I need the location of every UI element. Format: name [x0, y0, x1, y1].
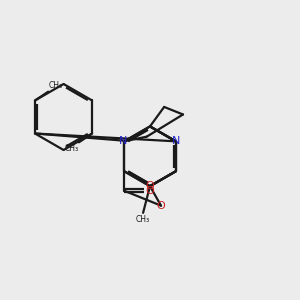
Text: N: N	[172, 136, 180, 146]
Text: N: N	[118, 136, 127, 146]
Text: CH₃: CH₃	[136, 215, 150, 224]
Text: O: O	[145, 186, 154, 196]
Text: O: O	[146, 181, 154, 191]
Text: CH₃: CH₃	[64, 144, 78, 153]
Text: O: O	[157, 201, 165, 211]
Text: CH₃: CH₃	[49, 81, 63, 90]
